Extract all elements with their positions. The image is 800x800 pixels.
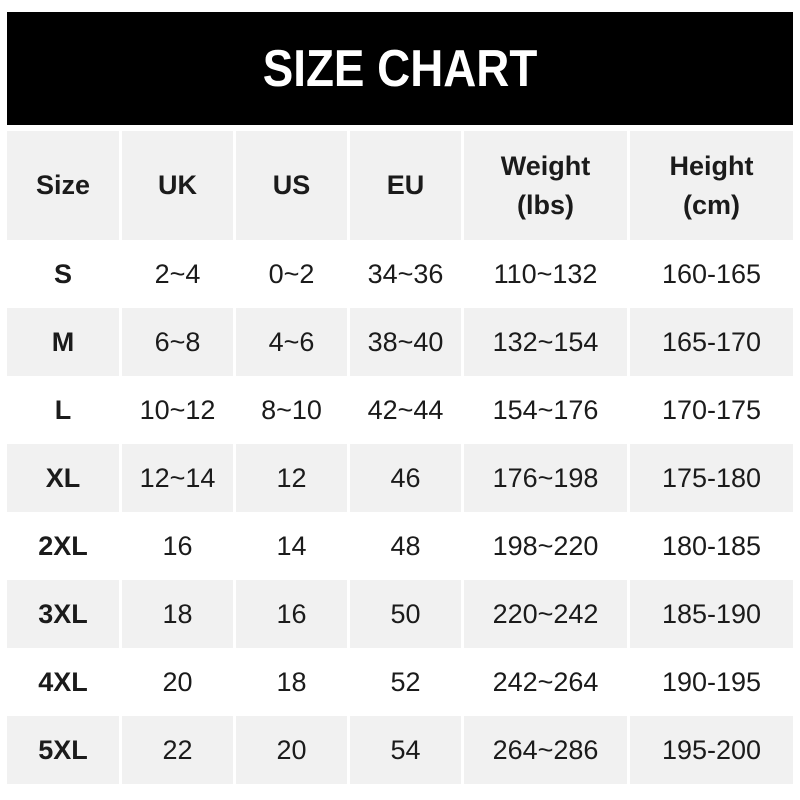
size-label-cell: XL [7,444,119,512]
value-cell: 198~220 [461,512,627,580]
value-cell: 22 [119,716,233,784]
size-label-cell: 4XL [7,648,119,716]
value-cell: 14 [233,512,347,580]
value-cell: 165-170 [627,308,793,376]
size-label-cell: L [7,376,119,444]
title-banner: SIZE CHART [7,12,793,125]
size-chart-page: SIZE CHART Size UK US EU Weight (lbs) He… [0,12,800,800]
value-cell: 190-195 [627,648,793,716]
value-cell: 170-175 [627,376,793,444]
value-cell: 16 [119,512,233,580]
value-cell: 46 [347,444,461,512]
header-cell-eu: EU [347,131,461,240]
value-cell: 4~6 [233,308,347,376]
table-row: 3XL 18 16 50 220~242 185-190 [7,580,793,648]
value-cell: 52 [347,648,461,716]
value-cell: 34~36 [347,240,461,308]
value-cell: 195-200 [627,716,793,784]
value-cell: 180-185 [627,512,793,580]
header-cell-us: US [233,131,347,240]
value-cell: 0~2 [233,240,347,308]
size-chart-table: Size UK US EU Weight (lbs) Height (cm) S… [7,131,793,784]
value-cell: 220~242 [461,580,627,648]
value-cell: 160-165 [627,240,793,308]
value-cell: 8~10 [233,376,347,444]
value-cell: 20 [119,648,233,716]
size-label-cell: 2XL [7,512,119,580]
value-cell: 132~154 [461,308,627,376]
value-cell: 264~286 [461,716,627,784]
page-title: SIZE CHART [262,39,538,98]
table-body: S 2~4 0~2 34~36 110~132 160-165 M 6~8 4~6 38~40 13… [7,240,793,784]
value-cell: 110~132 [461,240,627,308]
value-cell: 185-190 [627,580,793,648]
value-cell: 154~176 [461,376,627,444]
value-cell: 12~14 [119,444,233,512]
value-cell: 12 [233,444,347,512]
value-cell: 16 [233,580,347,648]
value-cell: 18 [233,648,347,716]
table-row: S 2~4 0~2 34~36 110~132 160-165 [7,240,793,308]
value-cell: 54 [347,716,461,784]
value-cell: 50 [347,580,461,648]
value-cell: 48 [347,512,461,580]
table-row: L 10~12 8~10 42~44 154~176 170-175 [7,376,793,444]
header-cell-weight: Weight (lbs) [461,131,627,240]
table-row: M 6~8 4~6 38~40 132~154 165-170 [7,308,793,376]
table-row: XL 12~14 12 46 176~198 175-180 [7,444,793,512]
size-label-cell: 3XL [7,580,119,648]
value-cell: 6~8 [119,308,233,376]
value-cell: 2~4 [119,240,233,308]
header-row: Size UK US EU Weight (lbs) Height (cm) [7,131,793,240]
value-cell: 10~12 [119,376,233,444]
size-label-cell: S [7,240,119,308]
header-cell-size: Size [7,131,119,240]
value-cell: 42~44 [347,376,461,444]
value-cell: 20 [233,716,347,784]
header-cell-uk: UK [119,131,233,240]
table-row: 2XL 16 14 48 198~220 180-185 [7,512,793,580]
table-header: Size UK US EU Weight (lbs) Height (cm) [7,131,793,240]
value-cell: 176~198 [461,444,627,512]
value-cell: 175-180 [627,444,793,512]
size-label-cell: M [7,308,119,376]
table-row: 4XL 20 18 52 242~264 190-195 [7,648,793,716]
header-cell-height: Height (cm) [627,131,793,240]
size-label-cell: 5XL [7,716,119,784]
value-cell: 242~264 [461,648,627,716]
value-cell: 18 [119,580,233,648]
value-cell: 38~40 [347,308,461,376]
table-row: 5XL 22 20 54 264~286 195-200 [7,716,793,784]
